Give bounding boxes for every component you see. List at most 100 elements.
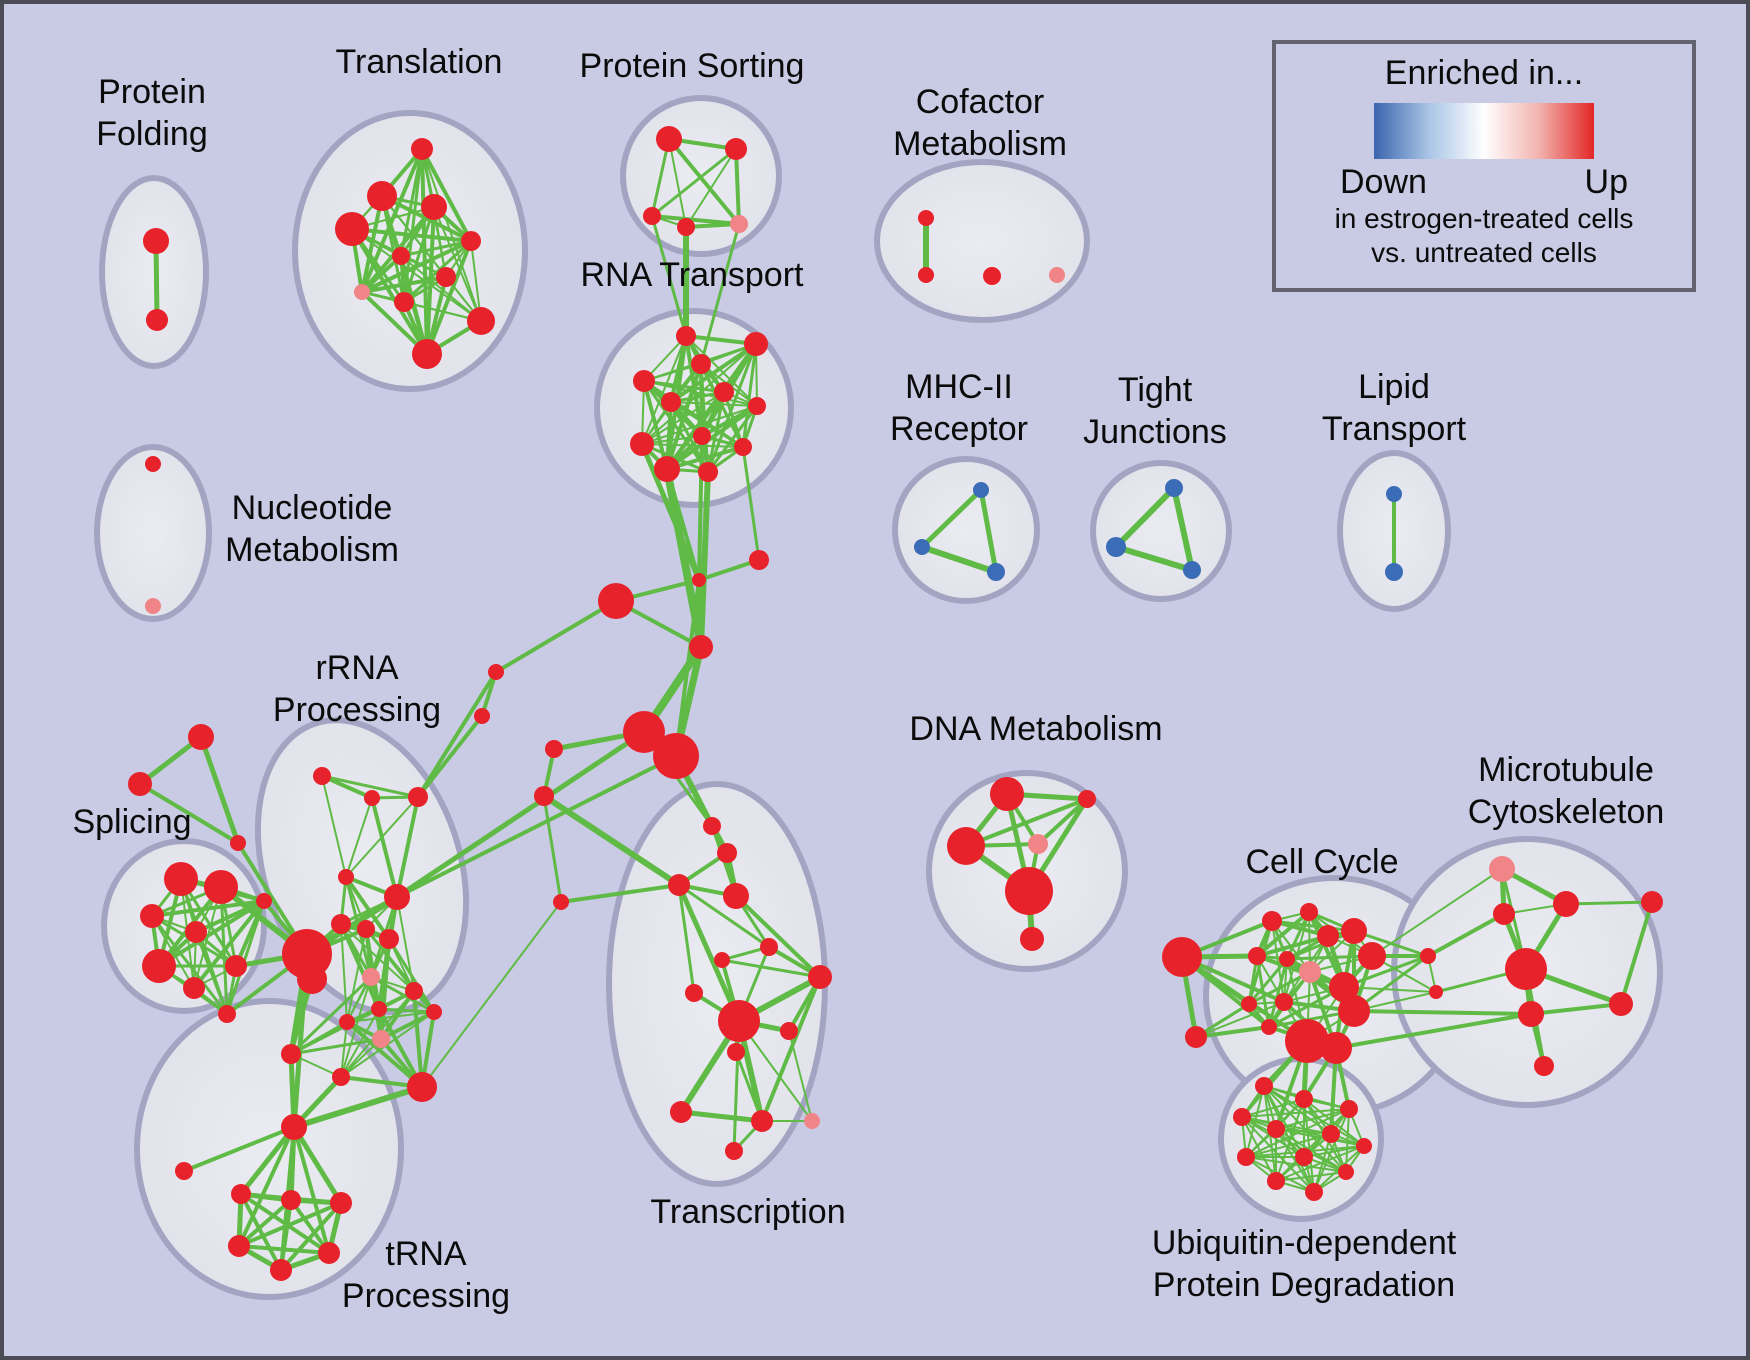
node-transcription-10[interactable] (727, 1043, 745, 1061)
node-dna-metabolism-3[interactable] (1028, 834, 1048, 854)
node-splicing-0[interactable] (164, 862, 198, 896)
node-cell-cycle-18[interactable] (1429, 985, 1443, 999)
node-microtubule-cytoskeleton-7[interactable] (1641, 891, 1663, 913)
node-rrna-processing-3[interactable] (338, 869, 354, 885)
node-ubiquitin-degradation-3[interactable] (1233, 1108, 1251, 1126)
node-ubiquitin-degradation-6[interactable] (1356, 1138, 1372, 1154)
node-ubiquitin-degradation-7[interactable] (1237, 1148, 1255, 1166)
node-transcription-12[interactable] (751, 1110, 773, 1132)
node-protein-sorting-1[interactable] (725, 138, 747, 160)
node-transcription-5[interactable] (714, 952, 730, 968)
node-cell-cycle-2[interactable] (1262, 911, 1282, 931)
node-translation-6[interactable] (436, 267, 456, 287)
node-rna-transport-10[interactable] (654, 456, 680, 482)
node-cofactor-metabolism-1[interactable] (918, 267, 934, 283)
node-transcription-9[interactable] (780, 1022, 798, 1040)
node-rna-transport-1[interactable] (744, 332, 768, 356)
node-translation-0[interactable] (411, 138, 433, 160)
node-splicing-3[interactable] (185, 921, 207, 943)
node-cofactor-metabolism-0[interactable] (918, 210, 934, 226)
node-rrna-processing-7[interactable] (379, 929, 399, 949)
node-cofactor-metabolism-2[interactable] (983, 267, 1001, 285)
node-splicing-5[interactable] (225, 955, 247, 977)
node-rrna-processing-0[interactable] (313, 767, 331, 785)
node-rrna-processing-1[interactable] (364, 790, 380, 806)
node-rrna-processing-6[interactable] (357, 920, 375, 938)
node-cell-cycle-15[interactable] (1285, 1019, 1329, 1063)
node-trna-processing-0[interactable] (281, 1114, 307, 1140)
node-trna-processing-1[interactable] (175, 1162, 193, 1180)
node-cell-cycle-8[interactable] (1279, 951, 1295, 967)
node-trna-processing-5[interactable] (228, 1235, 250, 1257)
node-rna-transport-9[interactable] (630, 432, 654, 456)
node-connectors-13[interactable] (128, 772, 152, 796)
node-transcription-0[interactable] (703, 817, 721, 835)
node-rrna-processing-15[interactable] (332, 1068, 350, 1086)
node-translation-5[interactable] (392, 247, 410, 265)
node-connectors-8[interactable] (488, 664, 504, 680)
node-lipid-transport-0[interactable] (1386, 486, 1402, 502)
node-protein-folding-1[interactable] (146, 309, 168, 331)
node-rrna-processing-4[interactable] (384, 884, 410, 910)
node-dna-metabolism-5[interactable] (1020, 927, 1044, 951)
node-microtubule-cytoskeleton-3[interactable] (1505, 948, 1547, 990)
node-protein-sorting-3[interactable] (677, 218, 695, 236)
node-rrna-processing-14[interactable] (281, 1044, 301, 1064)
node-rna-transport-7[interactable] (693, 427, 711, 445)
node-rrna-processing-5[interactable] (331, 914, 351, 934)
node-connectors-1[interactable] (749, 550, 769, 570)
node-ubiquitin-degradation-5[interactable] (1322, 1125, 1340, 1143)
node-rna-transport-0[interactable] (676, 326, 696, 346)
node-cell-cycle-5[interactable] (1341, 918, 1367, 944)
node-splicing-6[interactable] (183, 977, 205, 999)
node-splicing-8[interactable] (218, 1005, 236, 1023)
node-cell-cycle-16[interactable] (1320, 1032, 1352, 1064)
node-nucleotide-metabolism-1[interactable] (145, 598, 161, 614)
node-cell-cycle-11[interactable] (1241, 996, 1257, 1012)
node-cell-cycle-10[interactable] (1329, 972, 1359, 1002)
node-mhc-ii-receptor-2[interactable] (987, 563, 1005, 581)
node-connectors-4[interactable] (623, 711, 665, 753)
node-microtubule-cytoskeleton-2[interactable] (1493, 903, 1515, 925)
node-translation-3[interactable] (335, 212, 369, 246)
node-splicing-4[interactable] (142, 949, 176, 983)
node-translation-10[interactable] (412, 339, 442, 369)
node-translation-1[interactable] (367, 181, 397, 211)
node-transcription-11[interactable] (670, 1101, 692, 1123)
node-nucleotide-metabolism-0[interactable] (145, 456, 161, 472)
node-transcription-3[interactable] (723, 883, 749, 909)
node-connectors-14[interactable] (230, 835, 246, 851)
node-splicing-1[interactable] (204, 870, 238, 904)
node-rna-transport-4[interactable] (661, 392, 681, 412)
node-rna-transport-5[interactable] (714, 382, 734, 402)
node-microtubule-cytoskeleton-4[interactable] (1609, 992, 1633, 1016)
node-trna-processing-6[interactable] (318, 1242, 340, 1264)
node-mhc-ii-receptor-1[interactable] (914, 539, 930, 555)
node-protein-sorting-4[interactable] (730, 215, 748, 233)
node-trna-processing-7[interactable] (270, 1259, 292, 1281)
node-rrna-processing-12[interactable] (339, 1014, 355, 1030)
node-translation-2[interactable] (421, 194, 447, 220)
node-ubiquitin-degradation-0[interactable] (1255, 1077, 1273, 1095)
node-connectors-15[interactable] (553, 894, 569, 910)
node-protein-sorting-2[interactable] (643, 207, 661, 225)
node-connectors-7[interactable] (534, 786, 554, 806)
node-connectors-0[interactable] (692, 573, 706, 587)
node-transcription-4[interactable] (760, 938, 778, 956)
node-cell-cycle-3[interactable] (1300, 903, 1318, 921)
node-cell-cycle-4[interactable] (1317, 925, 1339, 947)
node-cell-cycle-17[interactable] (1420, 948, 1436, 964)
node-connectors-3[interactable] (689, 635, 713, 659)
node-cell-cycle-13[interactable] (1338, 995, 1370, 1027)
node-rrna-processing-2[interactable] (408, 787, 428, 807)
node-protein-sorting-0[interactable] (656, 126, 682, 152)
node-rrna-processing-11[interactable] (426, 1004, 442, 1020)
node-translation-9[interactable] (467, 307, 495, 335)
node-connectors-9[interactable] (474, 708, 490, 724)
node-rrna-processing-16[interactable] (407, 1072, 437, 1102)
node-rna-transport-11[interactable] (698, 462, 718, 482)
node-transcription-8[interactable] (718, 1000, 760, 1042)
node-cell-cycle-0[interactable] (1162, 937, 1202, 977)
node-rrna-processing-8[interactable] (362, 968, 380, 986)
node-ubiquitin-degradation-11[interactable] (1305, 1183, 1323, 1201)
